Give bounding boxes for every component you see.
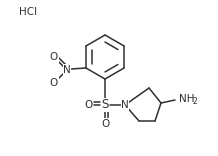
Text: O: O <box>50 52 58 62</box>
Text: HCl: HCl <box>19 7 37 17</box>
Text: O: O <box>101 119 109 129</box>
Text: O: O <box>50 78 58 88</box>
Text: N: N <box>121 100 129 110</box>
Text: O: O <box>84 100 92 110</box>
Text: S: S <box>101 98 109 112</box>
Text: NH: NH <box>179 94 194 104</box>
Text: 2: 2 <box>192 98 197 107</box>
Text: N: N <box>63 65 71 75</box>
